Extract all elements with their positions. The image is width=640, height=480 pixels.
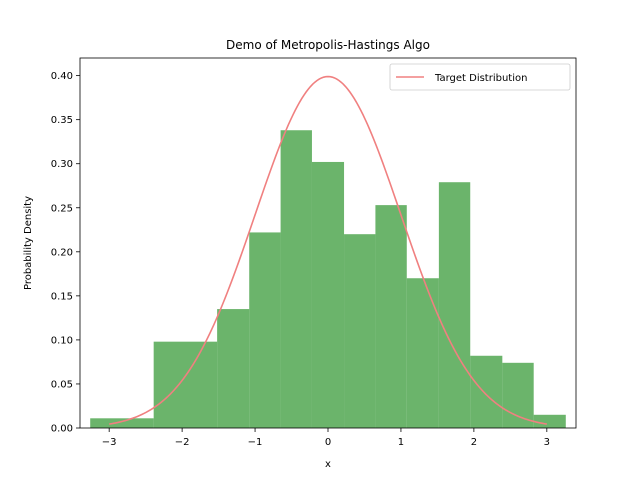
y-tick-label: 0.00 (51, 424, 73, 435)
histogram-bar-3 (249, 232, 281, 428)
y-tick-label: 0.25 (51, 203, 73, 214)
y-tick-label: 0.20 (51, 247, 73, 258)
x-tick-label: 2 (471, 437, 477, 448)
y-axis: 0.00 0.05 0.10 0.15 0.20 0.25 0.30 0.35 0.40 (51, 71, 80, 435)
histogram-bar-6 (344, 234, 376, 428)
histogram-bar-10 (470, 355, 503, 428)
histogram-bar-4 (280, 130, 312, 428)
histogram-bar-8 (406, 278, 439, 428)
y-tick-label: 0.10 (51, 335, 73, 346)
y-tick-label: 0.40 (51, 71, 73, 82)
histogram-bar-11 (502, 362, 534, 428)
x-tick-label: 3 (544, 437, 550, 448)
y-axis-label: Probability Density (23, 196, 34, 290)
histogram-bar-5 (311, 161, 345, 428)
histogram-bar-12 (533, 414, 566, 428)
histogram-bar-1 (153, 341, 218, 428)
x-tick-label: −3 (102, 437, 117, 448)
x-tick-label: −2 (175, 437, 190, 448)
y-tick-label: 0.30 (51, 159, 73, 170)
y-tick-label: 0.35 (51, 115, 73, 126)
chart-title: Demo of Metropolis-Hastings Algo (226, 38, 430, 52)
x-tick-label: 0 (325, 437, 331, 448)
y-tick-label: 0.05 (51, 379, 73, 390)
series-line-target-distribution (109, 75, 547, 425)
legend-box (389, 63, 571, 91)
x-axis: −3 −2 −1 0 1 2 3 (102, 428, 550, 448)
histogram-bar-0 (90, 418, 154, 428)
legend-label-target-distribution: Target Distribution (434, 73, 527, 84)
legend: Target Distribution (389, 63, 571, 91)
x-tick-label: 1 (398, 437, 404, 448)
histogram-bars (90, 130, 566, 428)
x-axis-label: x (325, 459, 331, 470)
histogram-bar-2 (217, 309, 250, 428)
histogram-bar-9 (438, 182, 471, 428)
y-tick-label: 0.15 (51, 291, 73, 302)
x-tick-label: −1 (248, 437, 263, 448)
histogram-bar-7 (375, 205, 407, 428)
